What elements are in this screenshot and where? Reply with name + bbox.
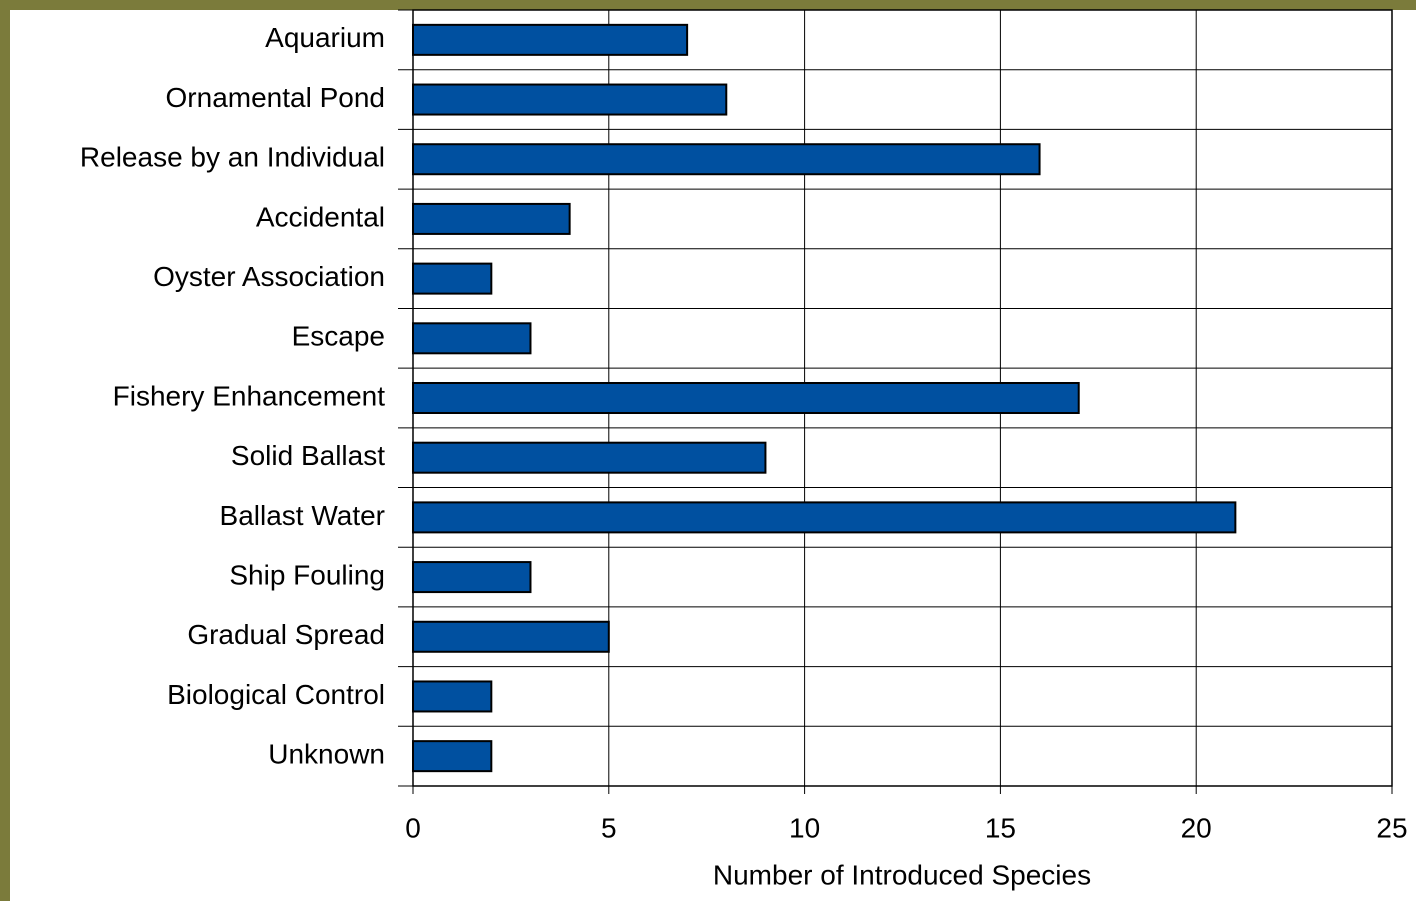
bar xyxy=(412,143,1041,176)
y-tick-label: Aquarium xyxy=(265,22,385,53)
y-tick-label: Escape xyxy=(292,321,385,352)
x-tick-label: 0 xyxy=(405,812,421,843)
bar xyxy=(412,262,493,295)
y-tick-label: Solid Ballast xyxy=(231,440,385,471)
y-tick-label: Ballast Water xyxy=(220,500,385,531)
bar xyxy=(412,322,532,355)
bar xyxy=(412,680,493,713)
bar xyxy=(412,441,767,474)
y-tick-label: Ornamental Pond xyxy=(166,82,385,113)
y-tick-label: Gradual Spread xyxy=(187,619,385,650)
bar xyxy=(412,561,532,594)
y-tick-label: Oyster Association xyxy=(153,261,385,292)
y-tick-label: Ship Fouling xyxy=(229,559,385,590)
x-tick-label: 5 xyxy=(601,812,617,843)
y-tick-label: Unknown xyxy=(268,739,385,770)
y-tick-label: Biological Control xyxy=(167,679,385,710)
x-tick-label: 25 xyxy=(1376,812,1407,843)
bar xyxy=(412,23,689,56)
y-tick-label: Release by an Individual xyxy=(80,142,385,173)
bar xyxy=(412,382,1080,414)
x-tick-label: 15 xyxy=(985,812,1016,843)
bar xyxy=(412,202,571,235)
x-tick-label: 20 xyxy=(1181,812,1212,843)
y-tick-label: Fishery Enhancement xyxy=(113,380,386,411)
bar xyxy=(412,740,493,773)
bar xyxy=(412,620,610,653)
x-axis-label: Number of Introduced Species xyxy=(713,859,1091,890)
y-tick-label: Accidental xyxy=(256,201,385,232)
bar xyxy=(412,83,728,116)
bar xyxy=(412,501,1237,534)
x-tick-label: 10 xyxy=(789,812,820,843)
